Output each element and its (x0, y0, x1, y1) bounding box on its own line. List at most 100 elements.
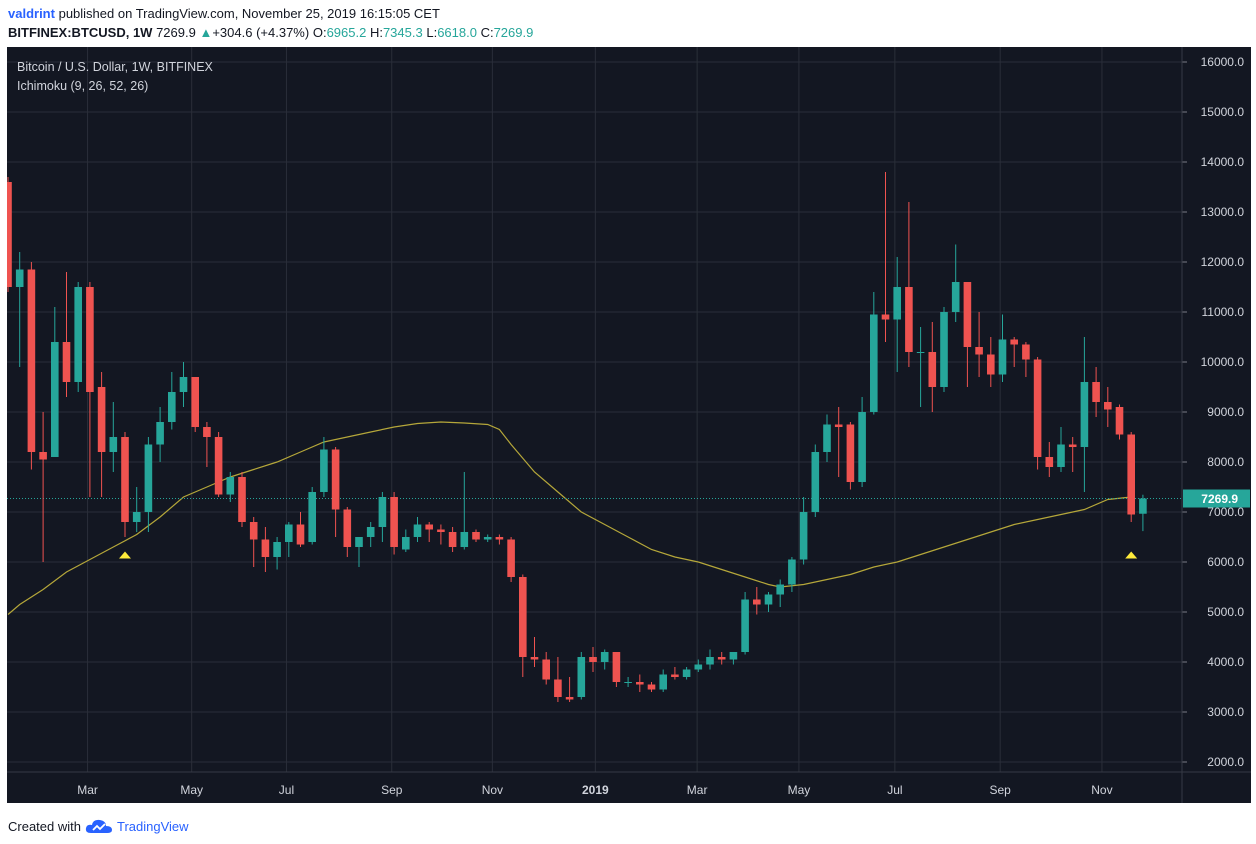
candle-body (987, 354, 995, 375)
high-value: 7345.3 (382, 25, 423, 40)
candle-body (132, 512, 141, 522)
candle-body (109, 437, 118, 452)
candle-body (366, 527, 375, 537)
y-tick-label: 16000.0 (1201, 55, 1245, 69)
candle-body (682, 669, 691, 677)
candle-body (1092, 382, 1100, 402)
candle-body (1057, 444, 1065, 467)
close-value: 7269.9 (493, 25, 534, 40)
high-label: H: (369, 25, 383, 40)
candle-body (355, 537, 363, 547)
candle-body (881, 314, 890, 320)
open-value: 6965.2 (326, 25, 367, 40)
indicator-legend[interactable]: Ichimoku (9, 26, 52, 26) (17, 79, 149, 93)
y-tick-label: 15000.0 (1201, 105, 1245, 119)
candle-body (378, 497, 387, 527)
candle-body (86, 287, 94, 392)
candle-body (612, 652, 621, 682)
y-tick-label: 5000.0 (1207, 605, 1244, 619)
symbol-label: BITFINEX:BTCUSD, 1W (8, 25, 153, 40)
candle-body (15, 269, 24, 287)
candle-body (51, 342, 59, 457)
candle-body (331, 449, 340, 510)
candle-body (998, 339, 1007, 375)
candle-body (694, 664, 703, 670)
chart-area[interactable]: 2000.0 3000.0 4000.0 5000.0 6000.0 7000.0 8000… (7, 47, 1251, 803)
candlestick-chart[interactable]: 2000.0 3000.0 4000.0 5000.0 6000.0 7000.0 8000… (7, 47, 1251, 803)
y-tick-label: 14000.0 (1201, 155, 1245, 169)
candle-body (121, 437, 129, 522)
candle-body (963, 282, 972, 347)
candle-body (507, 539, 515, 577)
candle-body (600, 652, 609, 662)
candle-body (261, 539, 270, 557)
candle-body (834, 424, 843, 427)
candle-body (799, 512, 808, 560)
candle-body (788, 559, 796, 585)
candle-body (776, 584, 784, 595)
y-tick-label: 10000.0 (1201, 355, 1245, 369)
last-price-tag-label: 7269.9 (1201, 492, 1238, 506)
y-tick-label: 4000.0 (1207, 655, 1244, 669)
candle-body (951, 282, 960, 312)
candle-body (402, 537, 410, 550)
candle-body (296, 524, 305, 545)
candle-body (249, 522, 258, 540)
x-tick-label: May (180, 783, 203, 797)
candle-body (647, 684, 656, 690)
candle-body (928, 352, 937, 387)
candle-body (285, 524, 293, 542)
candle-body (940, 312, 948, 387)
cloud-icon (85, 819, 112, 833)
candle-body (893, 287, 901, 320)
last-price-tag (1183, 489, 1250, 508)
open-label: O: (312, 25, 327, 40)
footer: Created with TradingView (8, 818, 189, 834)
candle-body (448, 532, 457, 547)
candle-body (483, 537, 492, 540)
candle-body (168, 392, 176, 422)
last-price: 7269.9 (156, 25, 196, 40)
candle-body (1033, 359, 1042, 457)
candle-body (320, 449, 328, 492)
y-tick-label: 11000.0 (1202, 305, 1245, 319)
x-tick-label: Jul (279, 783, 294, 797)
candle-body (203, 427, 211, 437)
candle-body (1139, 498, 1147, 514)
candle-body (729, 652, 738, 660)
candle-body (390, 497, 398, 547)
series-legend: Bitcoin / U.S. Dollar, 1W, BITFINEX (17, 60, 213, 74)
change-value: +304.6 (+4.37%) (212, 25, 310, 40)
candle-body (1022, 344, 1030, 360)
candle-body (425, 524, 433, 530)
candle-body (636, 682, 644, 685)
candle-body (7, 182, 12, 287)
candle-body (1010, 339, 1018, 345)
candle-body (62, 342, 71, 382)
signal-marker-icon (1125, 551, 1138, 559)
tradingview-link[interactable]: TradingView (116, 818, 189, 834)
candle-body (27, 269, 36, 452)
candle-body (916, 352, 925, 353)
author-link[interactable]: valdrint (8, 6, 55, 21)
candle-body (156, 422, 164, 445)
x-tick-label: Nov (1091, 783, 1112, 797)
candle-body (144, 444, 153, 512)
publish-line: valdrint published on TradingView.com, N… (8, 6, 440, 21)
candle-body (589, 657, 597, 662)
x-tick-label: Nov (482, 783, 503, 797)
candle-body (1104, 402, 1112, 410)
candle-body (39, 452, 47, 460)
x-tick-label: Jul (887, 783, 902, 797)
low-label: L: (426, 25, 438, 40)
candle-body (1127, 434, 1135, 515)
y-tick-label: 12000.0 (1201, 255, 1245, 269)
candle-body (577, 657, 586, 697)
candle-body (437, 529, 445, 532)
y-tick-label: 13000.0 (1201, 205, 1245, 219)
candle-body (624, 682, 632, 683)
created-with-text: Created with (8, 818, 81, 834)
candle-body (214, 437, 223, 495)
candle-body (530, 657, 539, 660)
candle-body (1068, 444, 1077, 447)
